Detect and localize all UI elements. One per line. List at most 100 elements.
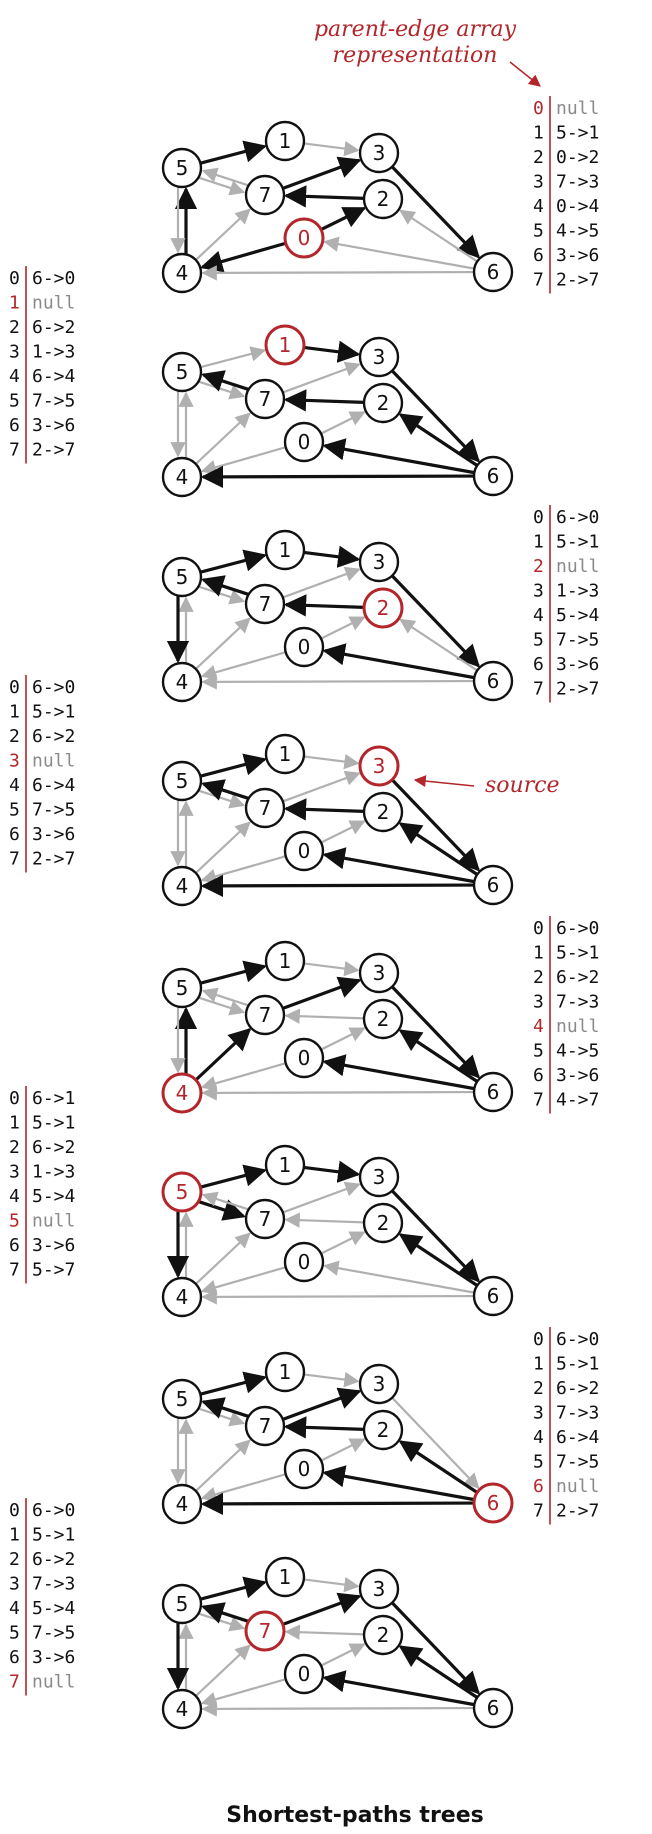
vertex-1	[264, 529, 306, 571]
table-index: 0	[9, 677, 20, 698]
edge-1-3	[303, 1371, 360, 1388]
vertex-2	[362, 791, 404, 833]
vertex-label: 2	[377, 800, 390, 824]
table-value: 2->7	[556, 1501, 599, 1522]
vertex-6	[472, 1071, 514, 1113]
vertex-2	[362, 1409, 404, 1451]
tree-edge-6-0	[322, 847, 475, 884]
tree-edge-6-2	[398, 413, 479, 467]
table-value: null	[556, 98, 599, 119]
tree-edge-2-7	[283, 798, 365, 821]
table-index: 5	[533, 630, 544, 651]
edge-6-4	[201, 265, 475, 281]
vertex-3	[358, 1363, 400, 1405]
vertex-label: 6	[487, 1696, 500, 1720]
tree-edge-0-2	[320, 206, 367, 232]
vertex-6	[472, 864, 514, 906]
vertex-2-source	[362, 587, 404, 629]
table-index: 3	[533, 172, 544, 193]
vertex-5-source	[161, 1171, 203, 1213]
edge-1-3	[303, 1576, 360, 1593]
vertex-label: 1	[279, 1565, 292, 1589]
vertex-5	[161, 556, 203, 598]
vertex-1	[264, 940, 306, 982]
table-index: 6	[533, 245, 544, 266]
vertex-label: 3	[373, 754, 386, 778]
vertex-0	[283, 830, 325, 872]
edge-4-7	[195, 1232, 251, 1285]
table-value: 7->3	[32, 1574, 75, 1595]
parent-edge-table: 0 6->0 1 5->1 2 6->2 3 null 4 6->4 5 7->5 6 3->6 7 2->7	[9, 675, 75, 873]
vertex-4	[161, 1483, 203, 1525]
table-index: 5	[533, 1041, 544, 1062]
vertex-3	[358, 541, 400, 583]
vertex-6	[472, 251, 514, 293]
vertex-label: 6	[487, 669, 500, 693]
table-index: 0	[533, 1329, 544, 1350]
table-index: 2	[9, 1137, 20, 1158]
vertex-label: 2	[377, 187, 390, 211]
table-index: 2	[9, 317, 20, 338]
tree-edge-6-2	[398, 1645, 479, 1699]
parent-edge-table: 0 6->0 1 null 2 6->2 3 1->3 4 6->4 5 7->5 6 3->6 7 2->7	[9, 266, 75, 464]
tree-edge-1-3	[303, 545, 361, 568]
vertex-label: 5	[176, 565, 189, 589]
table-value: 2->7	[556, 679, 599, 700]
tree-edge-3-6	[390, 778, 481, 872]
tree-edge-6-0	[322, 438, 475, 475]
table-index: 1	[533, 532, 544, 553]
vertex-label: 1	[279, 1153, 292, 1177]
table-value: 5->1	[556, 532, 599, 553]
vertex-label: 5	[176, 1387, 189, 1411]
vertex-5	[161, 1583, 203, 1625]
vertex-0	[283, 1448, 325, 1490]
table-value: 0->2	[556, 147, 599, 168]
table-index: 4	[533, 1016, 544, 1037]
table-index: 6	[533, 1065, 544, 1086]
table-value: null	[32, 751, 75, 772]
vertex-0	[283, 1241, 325, 1283]
table-index: 2	[9, 1549, 20, 1570]
vertex-label: 6	[487, 1080, 500, 1104]
table-index: 4	[533, 605, 544, 626]
vertex-3	[358, 1568, 400, 1610]
source-annotation: source	[485, 773, 560, 798]
edge-5-7	[198, 1612, 246, 1632]
edge-0-4	[200, 1062, 287, 1091]
vertex-4	[161, 456, 203, 498]
table-value: 7->5	[32, 1623, 75, 1644]
tree-edge-7-3	[282, 976, 362, 1010]
table-index: 6	[9, 824, 20, 845]
edge-6-2	[399, 618, 478, 672]
vertex-4	[161, 1276, 203, 1318]
table-value: 6->0	[32, 268, 75, 289]
vertex-2	[362, 998, 404, 1040]
table-index: 7	[533, 1501, 544, 1522]
vertex-label: 3	[373, 345, 386, 369]
vertex-label: 1	[279, 949, 292, 973]
table-index: 5	[9, 1623, 20, 1644]
tree-edge-1-3	[303, 340, 361, 363]
vertex-3	[358, 336, 400, 378]
edge-7-5	[201, 167, 249, 187]
table-index: 7	[9, 1260, 20, 1281]
vertex-2	[362, 178, 404, 220]
vertex-6	[472, 660, 514, 702]
tree-edge-7-5	[201, 1602, 249, 1624]
vertex-3-source	[358, 745, 400, 787]
table-index: 3	[9, 342, 20, 363]
edge-4-7	[195, 617, 251, 670]
vertex-4	[161, 252, 203, 294]
vertex-label: 3	[373, 1372, 386, 1396]
table-value: 5->1	[32, 1525, 75, 1546]
figure-caption: Shortest-paths trees	[226, 1803, 483, 1828]
edge-6-4	[201, 1085, 475, 1101]
tree-edge-5-1	[199, 140, 267, 165]
vertex-label: 4	[176, 1697, 189, 1721]
table-value: 3->6	[32, 415, 75, 436]
source-annotation-arrow	[413, 775, 475, 788]
